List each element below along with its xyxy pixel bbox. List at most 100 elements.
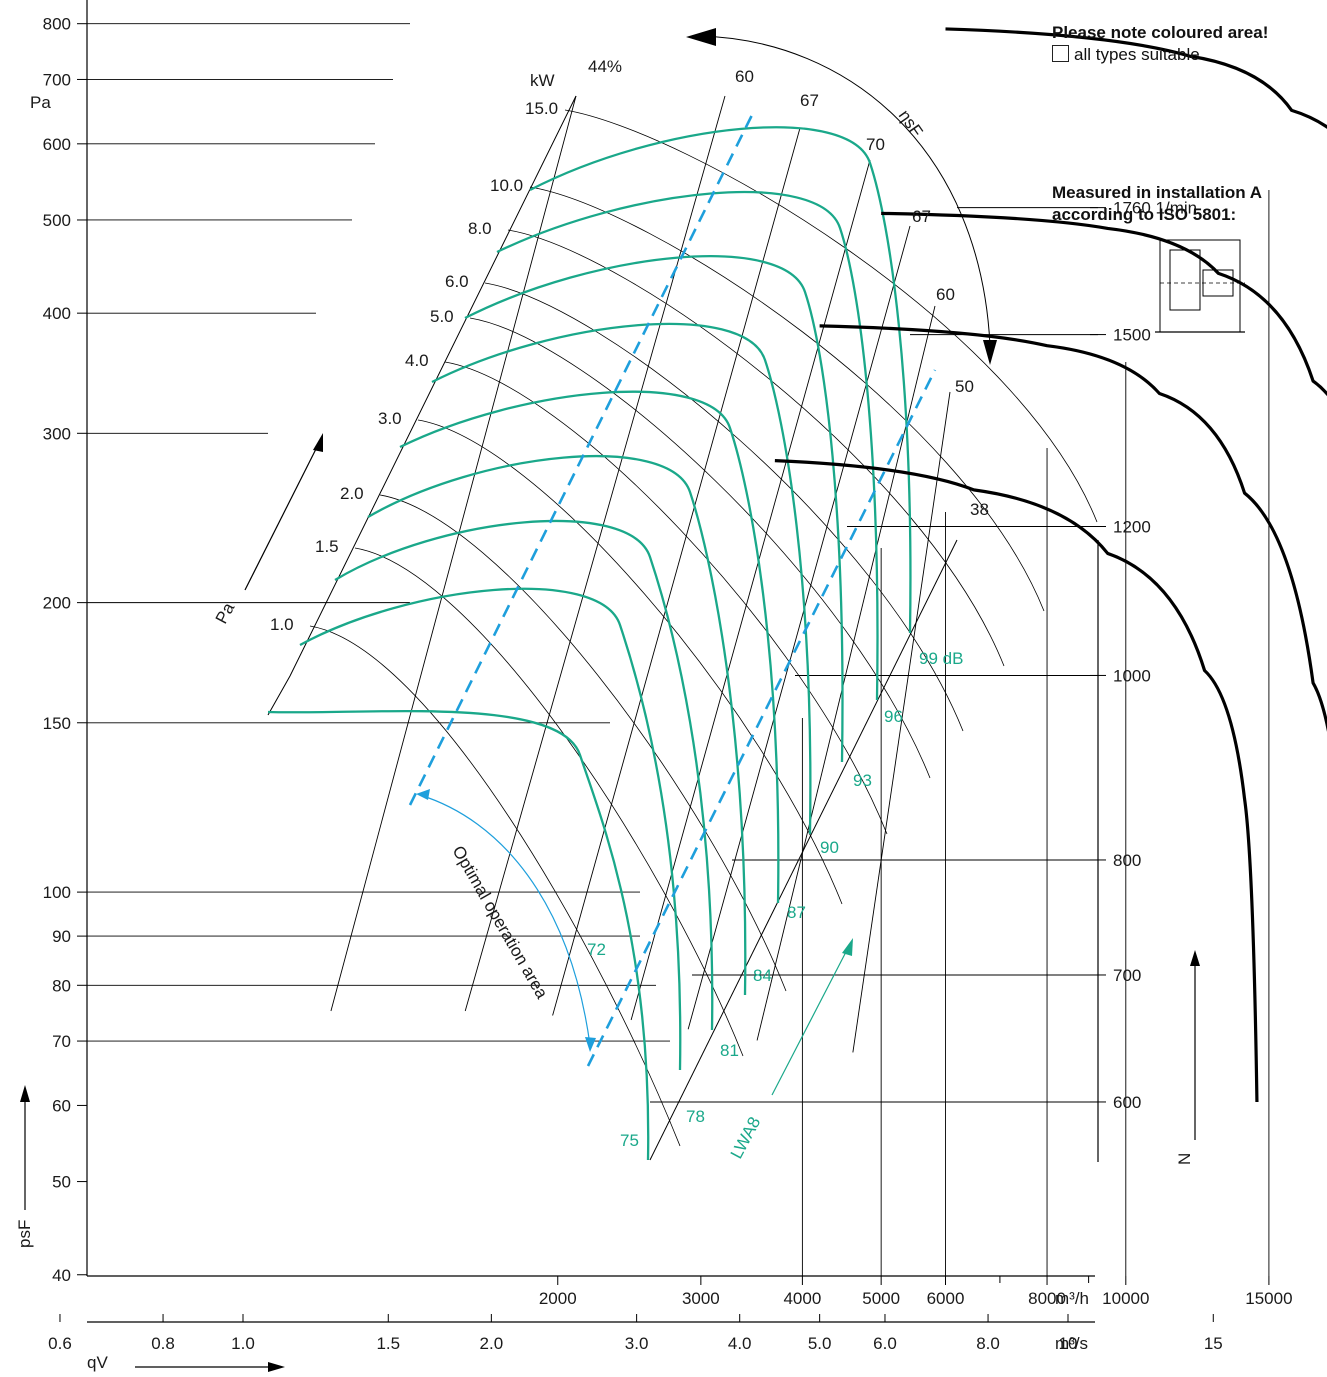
power-curve [417, 419, 843, 905]
eta-arrow-head-left [686, 28, 716, 46]
x2-tick-label: 4.0 [728, 1334, 752, 1353]
installation-a-icon [1155, 239, 1245, 333]
x-tick-label: 4000 [783, 1289, 821, 1308]
speed-tick-label: 1200 [1113, 517, 1151, 536]
fan-curve [945, 27, 1327, 129]
y-tick-label: 50 [52, 1173, 71, 1192]
speed-tick-label: 700 [1113, 966, 1141, 985]
speed-tick-label: 800 [1113, 851, 1141, 870]
x-tick-label: 6000 [927, 1289, 965, 1308]
y-tick-label: 90 [52, 927, 71, 946]
y-tick-label: 150 [43, 714, 71, 733]
sound-curve [464, 255, 844, 763]
sound-label: 72 [587, 940, 606, 959]
pa-arrow-head [313, 433, 323, 452]
efficiency-ray [687, 225, 911, 1030]
lwa-arrow-head [842, 938, 853, 956]
measured-line-2: according to ISO 5801: [1052, 205, 1237, 224]
power-label: 1.0 [270, 615, 294, 634]
sound-curve [267, 709, 650, 1161]
x2-tick-label: 8.0 [976, 1334, 1000, 1353]
power-curve [529, 186, 1045, 612]
efficiency-label: 67 [912, 207, 931, 226]
efficiency-axis-label: ηsF [895, 106, 927, 140]
power-curve [484, 282, 964, 732]
efficiency-label: 38 [970, 500, 989, 519]
efficiency-ray [552, 127, 801, 1016]
power-label: 15.0 [525, 99, 558, 118]
optimal-boundary-left [408, 114, 754, 806]
sound-curve [367, 455, 747, 996]
y-tick-label: 700 [43, 70, 71, 89]
power-curve [309, 625, 681, 1147]
power-label: 3.0 [378, 409, 402, 428]
optimal-boundary-right [586, 369, 937, 1067]
efficiency-ray [756, 305, 936, 1041]
sound-label: 84 [753, 966, 772, 985]
sound-label: 96 [884, 707, 903, 726]
checkbox-icon [1052, 45, 1069, 62]
power-label: 4.0 [405, 351, 429, 370]
y-tick-label: 400 [43, 304, 71, 323]
power-label: 8.0 [468, 219, 492, 238]
efficiency-ray [630, 159, 871, 1021]
x-axis-label-qv: qV [87, 1353, 108, 1372]
y-tick-label: 70 [52, 1032, 71, 1051]
x2-tick-label: 10 [1059, 1334, 1078, 1353]
efficiency-ray [330, 95, 577, 1012]
optimal-arc [419, 794, 591, 1046]
optimal-area-annotation: Optimal operation area [449, 843, 552, 1003]
speed-tick-label: 1000 [1113, 666, 1151, 685]
efficiency-label: 50 [955, 377, 974, 396]
power-label: 5.0 [430, 307, 454, 326]
qv-arrow-head [268, 1362, 285, 1372]
optimal-arrow-head [416, 789, 430, 800]
x2-tick-label: 5.0 [808, 1334, 832, 1353]
fan-curve [881, 211, 1327, 397]
checkbox-row: all types suitable [1052, 44, 1322, 66]
optimal-arrow-head-2 [585, 1037, 596, 1052]
efficiency-ray [852, 391, 951, 1053]
efficiency-label: 60 [735, 67, 754, 86]
x2-tick-label: 6.0 [873, 1334, 897, 1353]
efficiency-label: 67 [800, 91, 819, 110]
y-tick-label: 100 [43, 883, 71, 902]
x-tick-label: 3000 [682, 1289, 720, 1308]
x2-tick-label: 3.0 [625, 1334, 649, 1353]
pa-axis-label: Pa [212, 599, 239, 627]
x2-tick-label: 0.6 [48, 1334, 72, 1353]
sound-curve [299, 587, 682, 1071]
x-tick-label: 2000 [539, 1289, 577, 1308]
y-tick-label: 40 [52, 1266, 71, 1285]
sound-label: 93 [853, 771, 872, 790]
sound-label: 78 [686, 1107, 705, 1126]
lwa-arrow-line [771, 947, 849, 1096]
pa-arrow-line [244, 444, 319, 591]
y-tick-label: 60 [52, 1096, 71, 1115]
x2-tick-label: 1.5 [376, 1334, 400, 1353]
y-tick-label: 500 [43, 211, 71, 230]
fan-curves [267, 27, 1327, 1161]
speed-tick-label: 1500 [1113, 326, 1151, 345]
speed-tick-label: 600 [1113, 1093, 1141, 1112]
speed-tick-label: 1760 1/min [1113, 199, 1197, 218]
x-axis-unit-m3s: m³/s [1055, 1334, 1088, 1353]
power-curve [354, 547, 744, 1057]
sound-curve [496, 190, 879, 701]
axes: 40 50 60 70 80 90 100 150 200 300 400 500 600 700 800 9… [15, 0, 1293, 1372]
measured-line-1: Measured in installation A [1052, 183, 1263, 202]
y-tick-label: 200 [43, 594, 71, 613]
y-tick-label: 600 [43, 135, 71, 154]
eta-arrow-head-right [983, 340, 997, 365]
x-tick-label: 15000 [1245, 1289, 1292, 1308]
sound-curve [334, 519, 714, 1031]
power-label: 6.0 [445, 272, 469, 291]
sound-curve [399, 390, 780, 904]
sound-label: 99 dB [919, 649, 963, 668]
sound-label: 81 [720, 1041, 739, 1060]
y-tick-label: 80 [52, 976, 71, 995]
x2-tick-label: 2.0 [480, 1334, 504, 1353]
power-curve [507, 229, 1005, 667]
coloured-area-note: Please note coloured area! all types sui… [1052, 22, 1322, 66]
